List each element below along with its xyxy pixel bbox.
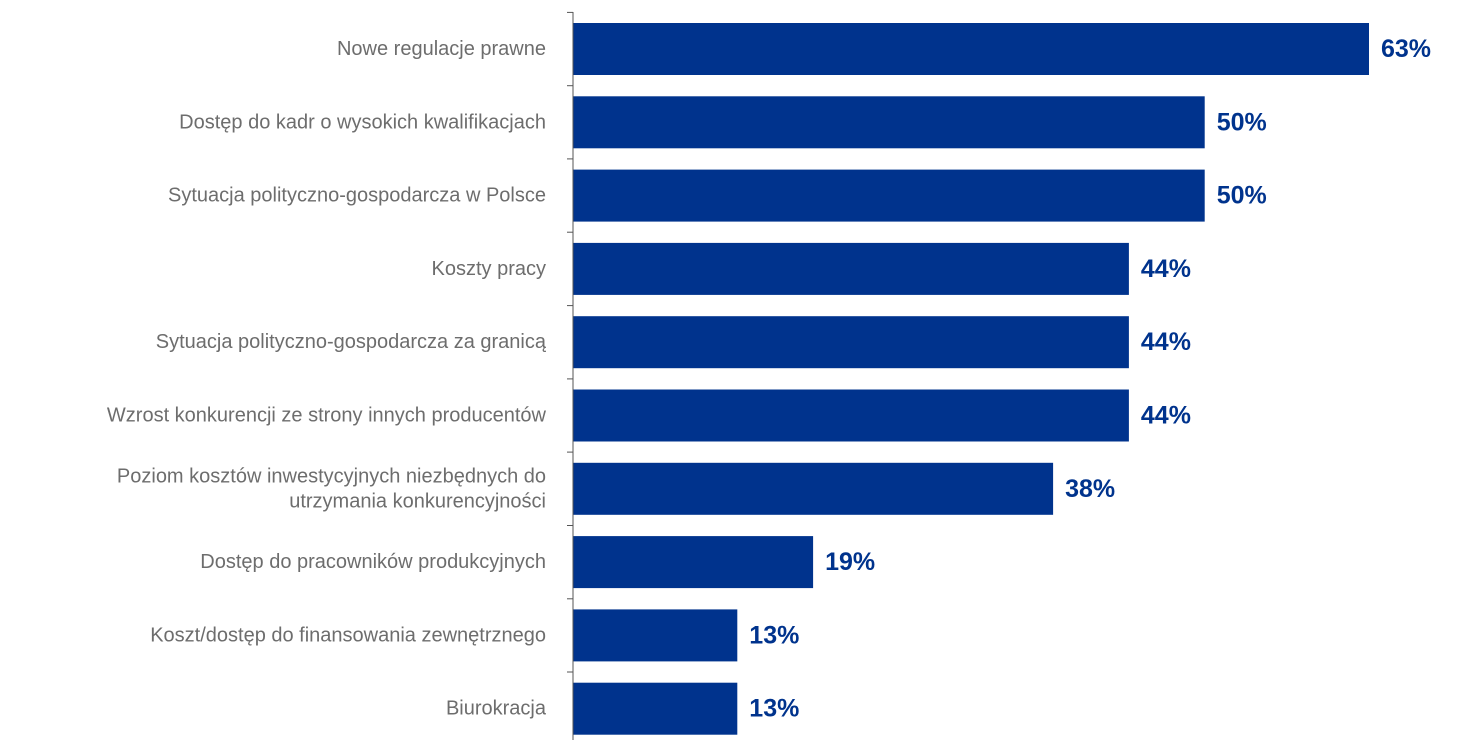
category-label-line: Sytuacja polityczno-gospodarcza w Polsce (168, 185, 546, 207)
bar (573, 316, 1129, 368)
category-label: Sytuacja polityczno-gospodarcza za grani… (156, 331, 547, 353)
category-label-line: Nowe regulacje prawne (337, 38, 546, 60)
data-label: 50% (1217, 108, 1267, 136)
bar (573, 243, 1129, 295)
data-label: 63% (1381, 35, 1431, 63)
data-label: 13% (749, 695, 799, 723)
data-label: 44% (1141, 328, 1191, 356)
bar (573, 96, 1205, 148)
category-label-line: Koszt/dostęp do finansowania zewnętrzneg… (150, 624, 546, 646)
category-label-line: Poziom kosztów inwestycyjnych niezbędnyc… (117, 465, 546, 487)
category-label-line: Dostęp do kadr o wysokich kwalifikacjach (179, 111, 546, 133)
category-label: Sytuacja polityczno-gospodarcza w Polsce (168, 185, 546, 207)
data-label: 38% (1065, 475, 1115, 503)
bar (573, 609, 737, 661)
category-label: Poziom kosztów inwestycyjnych niezbędnyc… (117, 465, 546, 512)
category-label: Dostęp do pracowników produkcyjnych (200, 551, 546, 573)
category-label-line: utrzymania konkurencyjności (289, 490, 546, 512)
category-label: Wzrost konkurencji ze strony innych prod… (107, 405, 547, 427)
category-label: Koszt/dostęp do finansowania zewnętrzneg… (150, 624, 546, 646)
bar (573, 23, 1369, 75)
category-label: Koszty pracy (432, 258, 546, 280)
category-label: Dostęp do kadr o wysokich kwalifikacjach (179, 111, 546, 133)
category-label-line: Biurokracja (446, 698, 547, 720)
category-label-line: Wzrost konkurencji ze strony innych prod… (107, 405, 547, 427)
data-label: 44% (1141, 402, 1191, 430)
category-label: Biurokracja (446, 698, 547, 720)
bar (573, 683, 737, 735)
bar (573, 390, 1129, 442)
category-label-line: Koszty pracy (432, 258, 546, 280)
bar (573, 170, 1205, 222)
category-label: Nowe regulacje prawne (337, 38, 546, 60)
data-label: 13% (749, 621, 799, 649)
category-label-line: Sytuacja polityczno-gospodarcza za grani… (156, 331, 547, 353)
data-label: 44% (1141, 255, 1191, 283)
category-label-line: Dostęp do pracowników produkcyjnych (200, 551, 546, 573)
bar (573, 463, 1053, 515)
data-label: 50% (1217, 182, 1267, 210)
data-label: 19% (825, 548, 875, 576)
bar (573, 536, 813, 588)
